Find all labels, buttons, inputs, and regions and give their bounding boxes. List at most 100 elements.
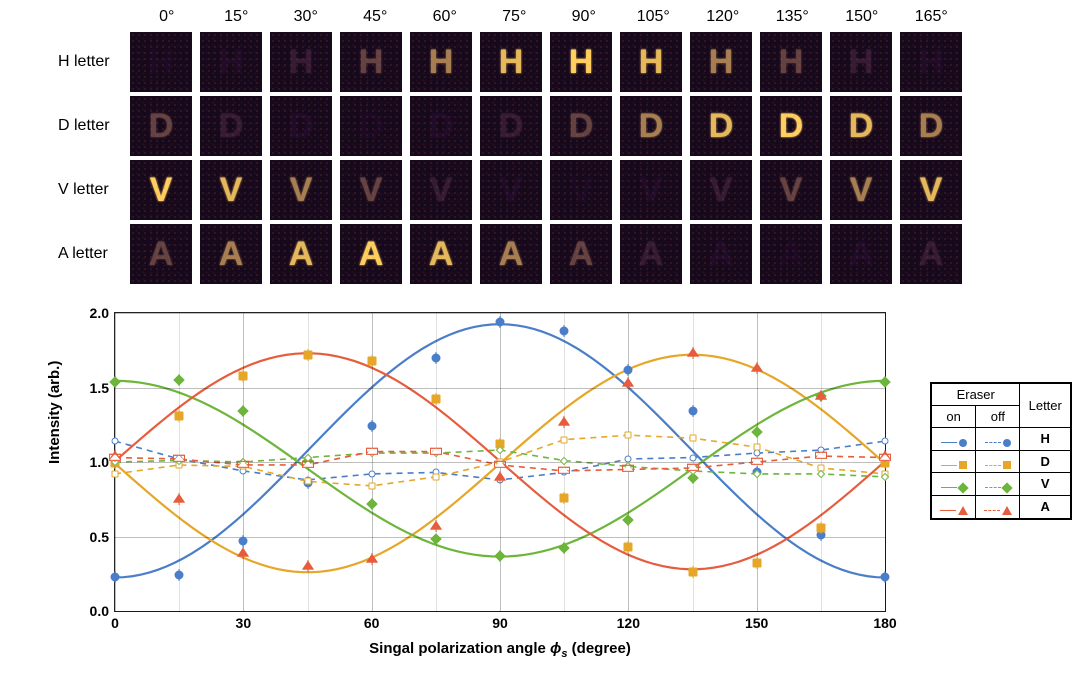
chart-point	[112, 438, 119, 445]
image-grid-col-header: 165°	[901, 8, 963, 26]
image-tile: D	[550, 96, 612, 156]
image-tile: V	[480, 160, 542, 220]
image-tile-glyph: D	[359, 109, 384, 143]
image-tile-glyph: A	[849, 237, 874, 271]
image-grid-col-header: 150°	[831, 8, 893, 26]
image-grid-col-header: 60°	[414, 8, 476, 26]
chart-point	[173, 455, 185, 462]
image-grid-col-header: 105°	[623, 8, 685, 26]
legend-swatch-off	[984, 506, 1012, 515]
image-tile: D	[760, 96, 822, 156]
image-grid-row: A letterAAAAAAAAAAAA	[58, 224, 962, 284]
image-tile-glyph: H	[569, 45, 594, 79]
image-tile-glyph: D	[499, 109, 524, 143]
image-grid-col-header: 75°	[484, 8, 546, 26]
legend-swatch-on	[941, 461, 967, 469]
chart-point	[687, 464, 699, 471]
chart-ylabel: Intensity (arb.)	[46, 361, 63, 464]
legend-letter: A	[1020, 495, 1071, 518]
image-grid-col-header: 90°	[553, 8, 615, 26]
image-tile-glyph: H	[919, 45, 944, 79]
image-tile: A	[760, 224, 822, 284]
chart-point	[368, 482, 375, 489]
image-tile: A	[900, 224, 962, 284]
image-tile-glyph: D	[849, 109, 874, 143]
legend-col-off: off	[976, 406, 1020, 428]
image-tile: V	[690, 160, 752, 220]
chart-point	[112, 470, 119, 477]
image-tile: V	[550, 160, 612, 220]
image-tile: H	[130, 32, 192, 92]
image-tile: A	[690, 224, 752, 284]
legend-swatch-on	[941, 439, 967, 447]
image-tile-glyph: H	[499, 45, 524, 79]
chart-xtick-label: 90	[492, 615, 508, 631]
image-tile-glyph: A	[219, 237, 244, 271]
legend-row: H	[932, 428, 1071, 451]
chart-xtick-label: 0	[111, 615, 119, 631]
intensity-chart: Intensity (arb.) 03060901201501800.00.51…	[50, 304, 910, 664]
chart-legend: Eraser Letter on off HDVA	[930, 382, 1072, 520]
image-tile: V	[410, 160, 472, 220]
image-tile: A	[550, 224, 612, 284]
image-tile-glyph: V	[640, 173, 663, 207]
chart-point	[625, 432, 632, 439]
image-grid-row-label: A letter	[58, 245, 130, 263]
image-tile: V	[340, 160, 402, 220]
chart-plot-area: 03060901201501800.00.51.01.52.0	[114, 312, 886, 612]
image-tile: V	[760, 160, 822, 220]
image-tile: H	[690, 32, 752, 92]
chart-xtick-label: 30	[236, 615, 252, 631]
image-grid-row: V letterVVVVVVVVVVVV	[58, 160, 962, 220]
image-grid-col-header: 0°	[136, 8, 198, 26]
image-tile: V	[200, 160, 262, 220]
image-tile: H	[900, 32, 962, 92]
image-tile-glyph: D	[779, 109, 804, 143]
image-tile-glyph: D	[289, 109, 314, 143]
image-tile-glyph: D	[219, 109, 244, 143]
chart-ytick-label: 2.0	[90, 305, 109, 321]
image-tile-glyph: A	[779, 237, 804, 271]
image-tile-glyph: D	[429, 109, 454, 143]
chart-point	[815, 452, 827, 459]
image-tile: D	[620, 96, 682, 156]
image-grid-row: D letterDDDDDDDDDDDD	[58, 96, 962, 156]
image-tile: V	[270, 160, 332, 220]
image-grid-row-label: V letter	[58, 181, 130, 199]
image-tile: V	[830, 160, 892, 220]
image-tile: H	[410, 32, 472, 92]
chart-point	[561, 436, 568, 443]
image-tile: D	[830, 96, 892, 156]
image-tile: V	[130, 160, 192, 220]
legend-swatch-on	[940, 506, 968, 515]
image-grid-col-header: 15°	[206, 8, 268, 26]
legend-row: A	[932, 495, 1071, 518]
image-tile-glyph: D	[569, 109, 594, 143]
image-tile: D	[270, 96, 332, 156]
chart-point	[494, 461, 506, 468]
image-tile: D	[410, 96, 472, 156]
image-grid-row-label: D letter	[58, 117, 130, 135]
image-tile-glyph: D	[709, 109, 734, 143]
image-tile: H	[200, 32, 262, 92]
chart-point	[879, 453, 891, 460]
image-tile-glyph: A	[709, 237, 734, 271]
image-tile: D	[340, 96, 402, 156]
image-tile: A	[410, 224, 472, 284]
image-tile-glyph: H	[149, 45, 174, 79]
chart-ytick-label: 1.5	[90, 380, 109, 396]
image-tile: D	[130, 96, 192, 156]
image-tile: V	[900, 160, 962, 220]
image-tile-glyph: V	[850, 173, 873, 207]
image-grid-col-headers: 0°15°30°45°60°75°90°105°120°135°150°165°	[136, 6, 962, 28]
image-tile-glyph: H	[289, 45, 314, 79]
legend-swatch-off	[985, 461, 1011, 469]
chart-xtick-label: 60	[364, 615, 380, 631]
legend-table: Eraser Letter on off HDVA	[931, 383, 1071, 519]
image-tile: D	[480, 96, 542, 156]
chart-point	[432, 473, 439, 480]
chart-ytick-label: 0.5	[90, 529, 109, 545]
image-tile-glyph: V	[920, 173, 943, 207]
image-tile-glyph: A	[499, 237, 524, 271]
chart-point	[109, 453, 121, 460]
